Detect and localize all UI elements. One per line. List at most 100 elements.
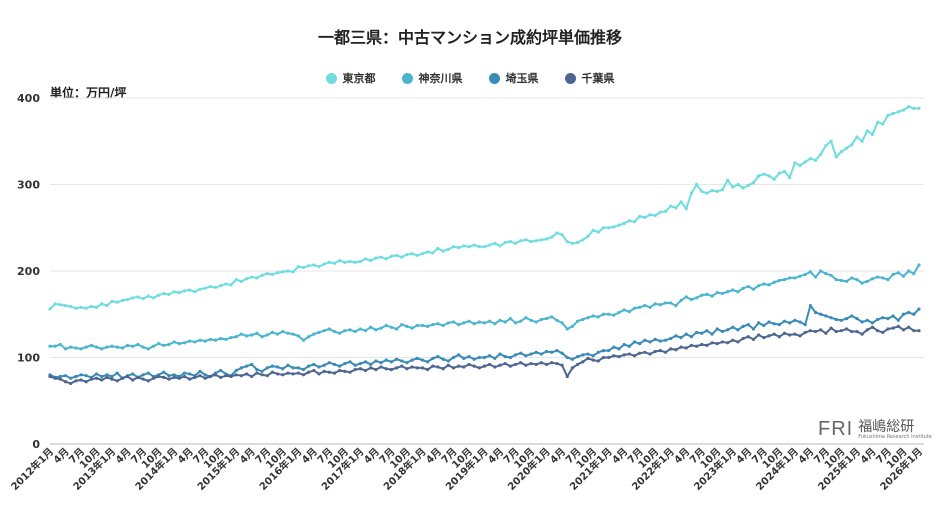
data-point: [591, 354, 595, 358]
data-point: [136, 375, 140, 379]
data-point: [570, 357, 575, 361]
data-point: [327, 370, 331, 374]
data-point: [539, 352, 543, 356]
data-point: [244, 364, 249, 368]
data-point: [74, 346, 78, 350]
data-point: [436, 246, 440, 251]
data-point: [441, 249, 445, 253]
data-point: [312, 332, 316, 336]
data-point: [172, 340, 176, 344]
legend-item[interactable]: 東京都: [325, 70, 376, 86]
data-point: [803, 272, 807, 277]
data-point: [193, 290, 197, 294]
data-point: [876, 120, 880, 124]
data-point: [891, 111, 895, 116]
data-point: [917, 329, 921, 333]
data-point: [503, 355, 507, 359]
data-point: [886, 316, 890, 321]
data-point: [726, 328, 730, 332]
data-point: [286, 331, 290, 335]
data-point: [203, 286, 207, 290]
data-point: [524, 354, 528, 358]
data-point: [136, 342, 140, 347]
data-point: [188, 339, 192, 343]
data-point: [436, 322, 440, 326]
data-point: [601, 312, 606, 316]
data-point: [741, 336, 745, 341]
data-point: [860, 332, 864, 336]
data-point: [239, 332, 243, 336]
legend-item[interactable]: 埼玉県: [488, 70, 539, 86]
data-point: [125, 343, 130, 347]
data-point: [493, 322, 497, 326]
data-point: [265, 333, 269, 337]
data-point: [684, 295, 688, 299]
data-point: [870, 277, 875, 281]
data-point: [850, 329, 854, 334]
data-point: [343, 260, 347, 264]
data-point: [105, 304, 109, 308]
data-point: [813, 310, 818, 315]
data-point: [736, 182, 740, 187]
data-point: [674, 334, 678, 338]
data-point: [275, 365, 280, 369]
data-point: [467, 319, 471, 323]
data-point: [172, 290, 176, 294]
data-point: [162, 343, 166, 347]
data-point: [808, 270, 812, 274]
data-point: [669, 336, 673, 341]
data-point: [813, 275, 818, 279]
data-point: [307, 364, 311, 368]
data-point: [457, 353, 461, 357]
data-point: [353, 260, 357, 264]
data-point: [405, 252, 409, 257]
data-point: [363, 360, 368, 364]
data-point: [689, 191, 694, 195]
data-point: [648, 352, 652, 356]
data-point: [462, 356, 466, 360]
data-point: [700, 331, 704, 335]
data-point: [182, 341, 187, 345]
legend-item[interactable]: 千葉県: [564, 70, 615, 86]
data-point: [762, 323, 766, 328]
y-tick-label: 0: [32, 438, 40, 451]
data-point: [224, 337, 228, 341]
data-point: [669, 301, 673, 305]
data-point: [53, 302, 57, 306]
data-point: [420, 358, 425, 362]
data-point: [312, 362, 316, 367]
data-point: [679, 200, 683, 204]
y-tick-label: 100: [17, 352, 40, 365]
data-point: [281, 367, 285, 371]
data-point: [544, 362, 549, 367]
data-point: [379, 361, 383, 365]
data-point: [824, 331, 828, 335]
data-point: [332, 329, 337, 334]
data-point: [726, 290, 730, 294]
data-point: [94, 376, 99, 380]
data-point: [436, 365, 440, 369]
chart-title: 一都三県：中古マンション成約坪単価推移: [317, 28, 622, 47]
data-point: [270, 272, 275, 277]
data-point: [441, 367, 445, 371]
data-point: [58, 303, 62, 307]
legend-item[interactable]: 神奈川県: [401, 70, 463, 86]
data-point: [513, 362, 518, 367]
data-point: [653, 214, 657, 218]
data-point: [53, 344, 57, 348]
data-point: [705, 343, 709, 347]
data-point: [307, 370, 311, 374]
data-point: [307, 335, 311, 339]
data-point: [188, 288, 192, 292]
data-point: [379, 365, 383, 369]
data-point: [912, 312, 916, 316]
data-point: [865, 318, 869, 322]
data-point: [534, 239, 538, 243]
data-point: [855, 135, 859, 139]
data-point: [834, 155, 838, 159]
data-point: [172, 375, 176, 379]
data-point: [363, 368, 368, 373]
data-point: [870, 321, 875, 325]
data-point: [69, 376, 73, 380]
data-point: [48, 344, 52, 348]
